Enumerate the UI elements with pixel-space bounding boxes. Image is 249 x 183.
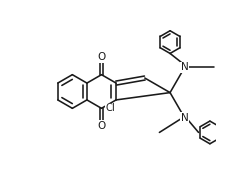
- Text: Cl: Cl: [105, 103, 115, 113]
- Text: O: O: [97, 53, 106, 62]
- Text: N: N: [181, 62, 188, 72]
- Text: O: O: [97, 121, 106, 130]
- Text: N: N: [181, 113, 188, 123]
